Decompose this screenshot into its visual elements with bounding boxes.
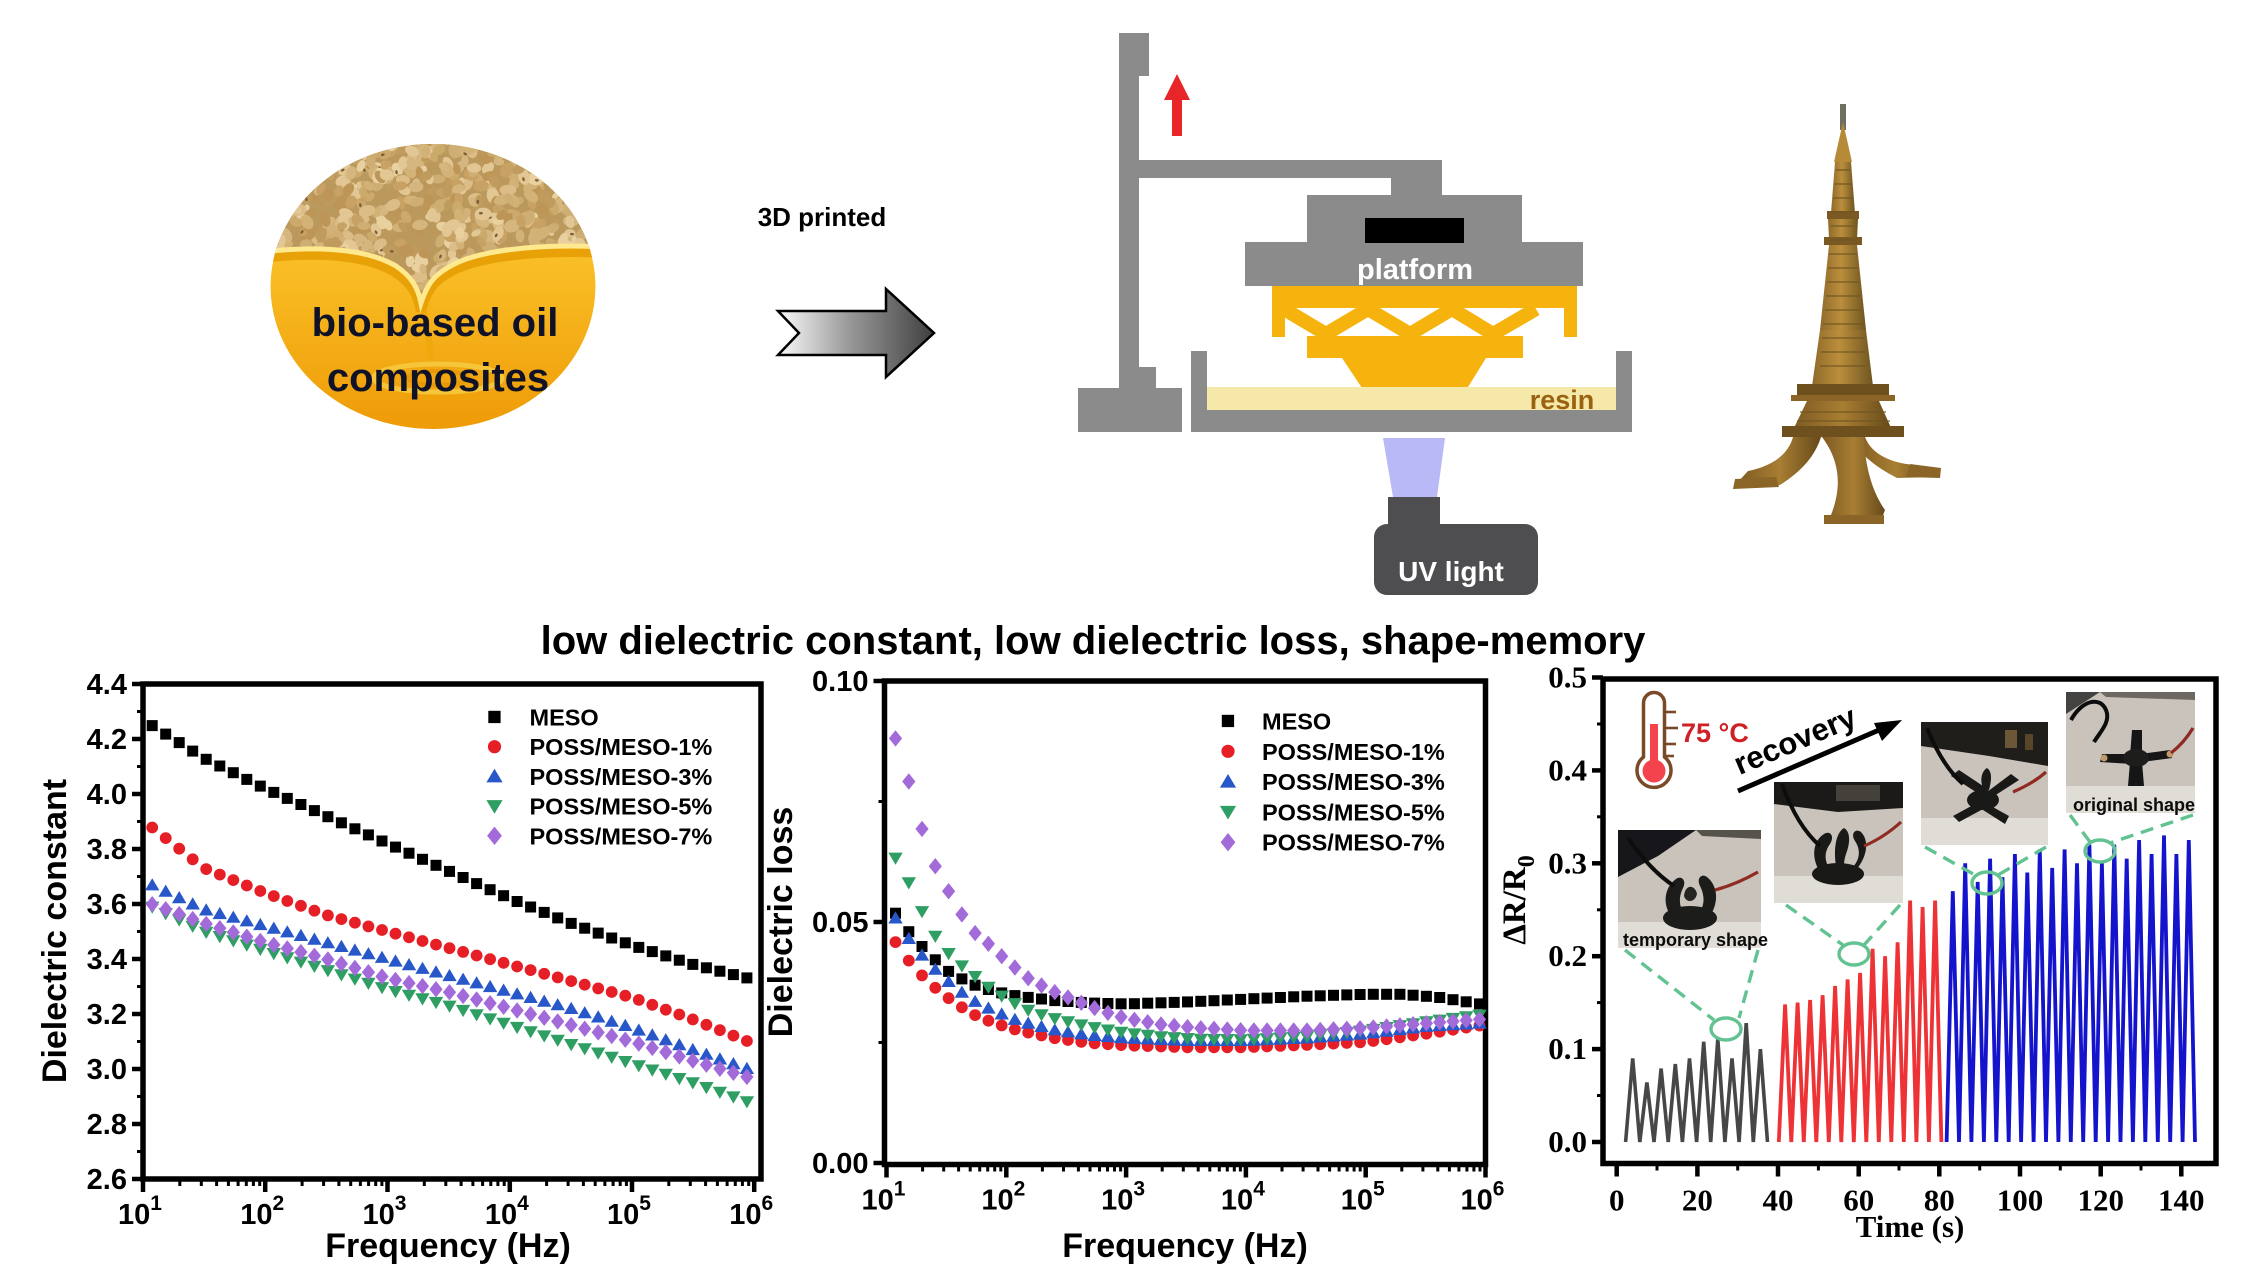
svg-text:POSS/MESO-7%: POSS/MESO-7% [530, 823, 713, 849]
svg-text:102: 102 [240, 1192, 284, 1231]
svg-text:bio-based oil: bio-based oil [312, 301, 559, 345]
svg-text:101: 101 [118, 1192, 162, 1231]
svg-text:105: 105 [607, 1192, 651, 1231]
svg-text:temporary shape: temporary shape [1623, 930, 1768, 950]
svg-text:3.8: 3.8 [87, 834, 127, 866]
svg-text:0.05: 0.05 [812, 907, 868, 939]
svg-text:Frequency (Hz): Frequency (Hz) [1062, 1227, 1308, 1265]
svg-text:40: 40 [1763, 1183, 1794, 1218]
svg-text:Frequency (Hz): Frequency (Hz) [325, 1227, 571, 1265]
svg-text:ΔR/R0: ΔR/R0 [1497, 855, 1540, 945]
svg-text:Dielectric loss: Dielectric loss [762, 807, 800, 1038]
svg-text:105: 105 [1341, 1178, 1385, 1217]
svg-text:104: 104 [1221, 1178, 1265, 1217]
svg-text:UV light: UV light [1398, 556, 1504, 587]
svg-text:102: 102 [981, 1178, 1025, 1217]
svg-text:0.5: 0.5 [1548, 660, 1587, 695]
svg-text:20: 20 [1682, 1183, 1713, 1218]
svg-text:100: 100 [1997, 1183, 2044, 1218]
svg-text:POSS/MESO-3%: POSS/MESO-3% [530, 764, 713, 790]
svg-text:3.6: 3.6 [87, 889, 127, 921]
svg-text:140: 140 [2158, 1183, 2205, 1218]
svg-text:3.4: 3.4 [87, 944, 127, 976]
svg-text:POSS/MESO-1%: POSS/MESO-1% [530, 734, 713, 760]
svg-text:0.10: 0.10 [812, 666, 868, 698]
svg-text:POSS/MESO-3%: POSS/MESO-3% [1262, 769, 1445, 795]
svg-text:POSS/MESO-5%: POSS/MESO-5% [530, 794, 713, 820]
svg-text:POSS/MESO-7%: POSS/MESO-7% [1262, 830, 1445, 856]
svg-text:0: 0 [1609, 1183, 1625, 1218]
svg-text:4.4: 4.4 [87, 669, 127, 701]
svg-text:4.2: 4.2 [87, 724, 127, 756]
svg-text:80: 80 [1924, 1183, 1955, 1218]
svg-text:104: 104 [485, 1192, 529, 1231]
svg-text:MESO: MESO [530, 705, 599, 731]
svg-text:0.0: 0.0 [1548, 1124, 1587, 1159]
svg-text:0.3: 0.3 [1548, 845, 1587, 880]
svg-text:2.8: 2.8 [87, 1109, 127, 1141]
svg-text:103: 103 [1101, 1178, 1145, 1217]
svg-text:3D printed: 3D printed [758, 202, 887, 232]
svg-text:4.0: 4.0 [87, 779, 127, 811]
svg-text:POSS/MESO-1%: POSS/MESO-1% [1262, 739, 1445, 765]
svg-text:3.0: 3.0 [87, 1054, 127, 1086]
svg-text:0.00: 0.00 [812, 1148, 868, 1180]
svg-text:low dielectric constant, low d: low dielectric constant, low dielectric … [541, 619, 1647, 663]
svg-text:0.4: 0.4 [1548, 752, 1587, 787]
svg-text:3.2: 3.2 [87, 999, 127, 1031]
svg-text:106: 106 [1461, 1178, 1505, 1217]
svg-text:103: 103 [363, 1192, 407, 1231]
svg-text:MESO: MESO [1262, 709, 1331, 735]
svg-text:composites: composites [327, 356, 549, 400]
svg-text:101: 101 [862, 1178, 906, 1217]
svg-text:0.2: 0.2 [1548, 938, 1587, 973]
svg-text:60: 60 [1843, 1183, 1874, 1218]
svg-text:platform: platform [1357, 254, 1473, 286]
svg-text:recovery: recovery [1729, 699, 1862, 782]
svg-text:Dielectric constant: Dielectric constant [36, 779, 74, 1083]
svg-text:0.1: 0.1 [1548, 1031, 1587, 1066]
svg-text:Time (s): Time (s) [1856, 1209, 1965, 1244]
svg-text:75 °C: 75 °C [1681, 718, 1749, 748]
svg-text:2.6: 2.6 [87, 1164, 127, 1196]
svg-text:120: 120 [2077, 1183, 2124, 1218]
svg-text:POSS/MESO-5%: POSS/MESO-5% [1262, 799, 1445, 825]
svg-text:resin: resin [1530, 385, 1595, 415]
svg-text:106: 106 [729, 1192, 773, 1231]
svg-text:original shape: original shape [2073, 795, 2195, 815]
